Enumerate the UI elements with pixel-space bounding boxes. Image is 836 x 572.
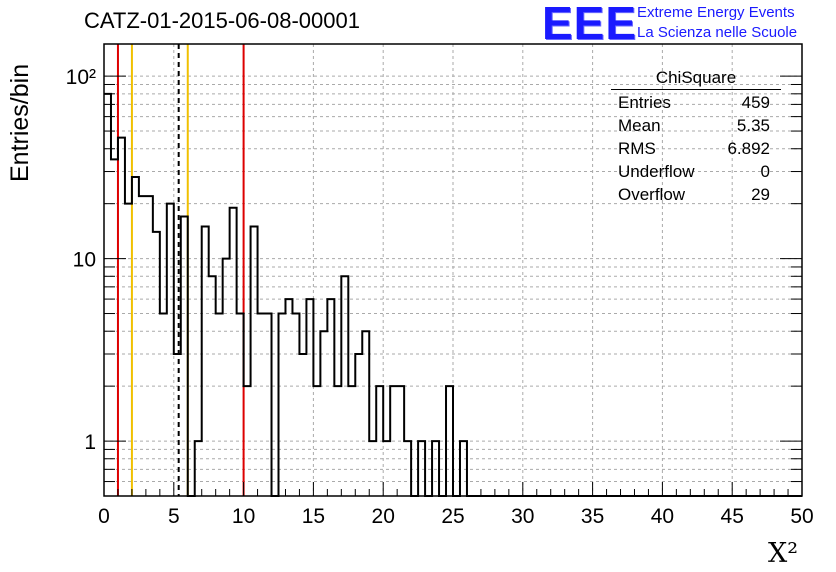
x-tick-label: 10 (232, 505, 255, 528)
stats-value: 459 (741, 93, 770, 112)
x-tick-label: 35 (581, 505, 604, 528)
stats-box: ChiSquare Entries 459 Mean 5.35 RMS 6.89… (611, 68, 781, 208)
y-tick-label: 10² (66, 66, 96, 89)
x-tick-label: 15 (302, 505, 325, 528)
x-tick-label: 25 (441, 505, 464, 528)
stats-value: 0 (760, 162, 770, 181)
eee-logo: EEE (542, 0, 638, 49)
stats-value: 6.892 (727, 139, 770, 158)
x-axis-label: X² (768, 538, 798, 569)
stats-value: 5.35 (736, 116, 770, 135)
stats-label: Entries (618, 93, 671, 112)
x-tick-label: 20 (372, 505, 395, 528)
logo-line-1: Extreme Energy Events (637, 4, 795, 21)
y-tick-label: 10 (73, 249, 96, 272)
y-tick-label: 1 (84, 431, 96, 454)
stats-title: ChiSquare (611, 68, 781, 90)
stats-row: Mean 5.35 (618, 116, 770, 138)
stats-label: Underflow (618, 162, 695, 181)
chart-title: CATZ-01-2015-06-08-00001 (84, 8, 360, 33)
stats-row: RMS 6.892 (618, 139, 770, 161)
stats-label: Mean (618, 116, 661, 135)
x-tick-label: 45 (721, 505, 744, 528)
logo-line-2: La Scienza nelle Scuole (637, 24, 798, 41)
x-tick-label: 5 (168, 505, 180, 528)
stats-value: 29 (751, 185, 770, 204)
stats-row: Underflow 0 (618, 162, 770, 184)
x-tick-label: 50 (790, 505, 813, 528)
stats-label: Overflow (618, 185, 686, 204)
stats-row: Entries 459 (618, 93, 770, 115)
x-tick-label: 30 (511, 505, 534, 528)
y-axis-label: Entries/bin (6, 63, 34, 182)
stats-label: RMS (618, 139, 656, 158)
x-tick-label: 40 (651, 505, 674, 528)
x-tick-label: 0 (98, 505, 110, 528)
axes-ticks: 0 5 10 15 20 25 30 35 40 45 50 1 10 10² (66, 66, 814, 528)
stats-row: Overflow 29 (618, 185, 770, 207)
